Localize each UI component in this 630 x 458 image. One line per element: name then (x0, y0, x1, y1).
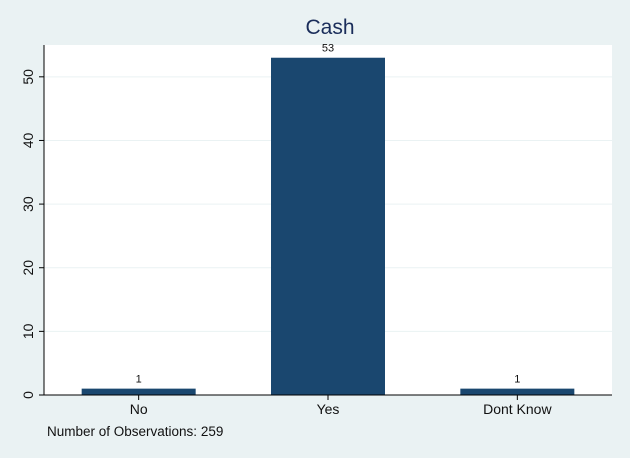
bars (81, 57, 575, 396)
x-tick-label: Dont Know (483, 401, 552, 417)
data-label: 1 (514, 374, 520, 386)
y-tick-label: 40 (20, 132, 36, 148)
y-tick-label: 50 (20, 69, 36, 85)
chart-title: Cash (305, 16, 354, 39)
data-label: 53 (322, 43, 334, 55)
y-tick-label: 0 (20, 391, 36, 399)
x-ticks: No Yes Dont Know (130, 395, 552, 417)
bar-no (81, 388, 196, 395)
y-tick-label: 30 (20, 196, 36, 212)
y-ticks: 0 10 20 30 40 50 (20, 69, 44, 399)
y-tick-label: 10 (20, 323, 36, 339)
data-label: 1 (136, 374, 142, 386)
bar-yes (271, 57, 385, 396)
x-tick-label: No (130, 401, 148, 417)
observations-note: Number of Observations: 259 (47, 424, 223, 439)
y-tick-label: 20 (20, 260, 36, 276)
x-tick-label: Yes (317, 401, 340, 417)
bar-dont-know (460, 388, 575, 395)
